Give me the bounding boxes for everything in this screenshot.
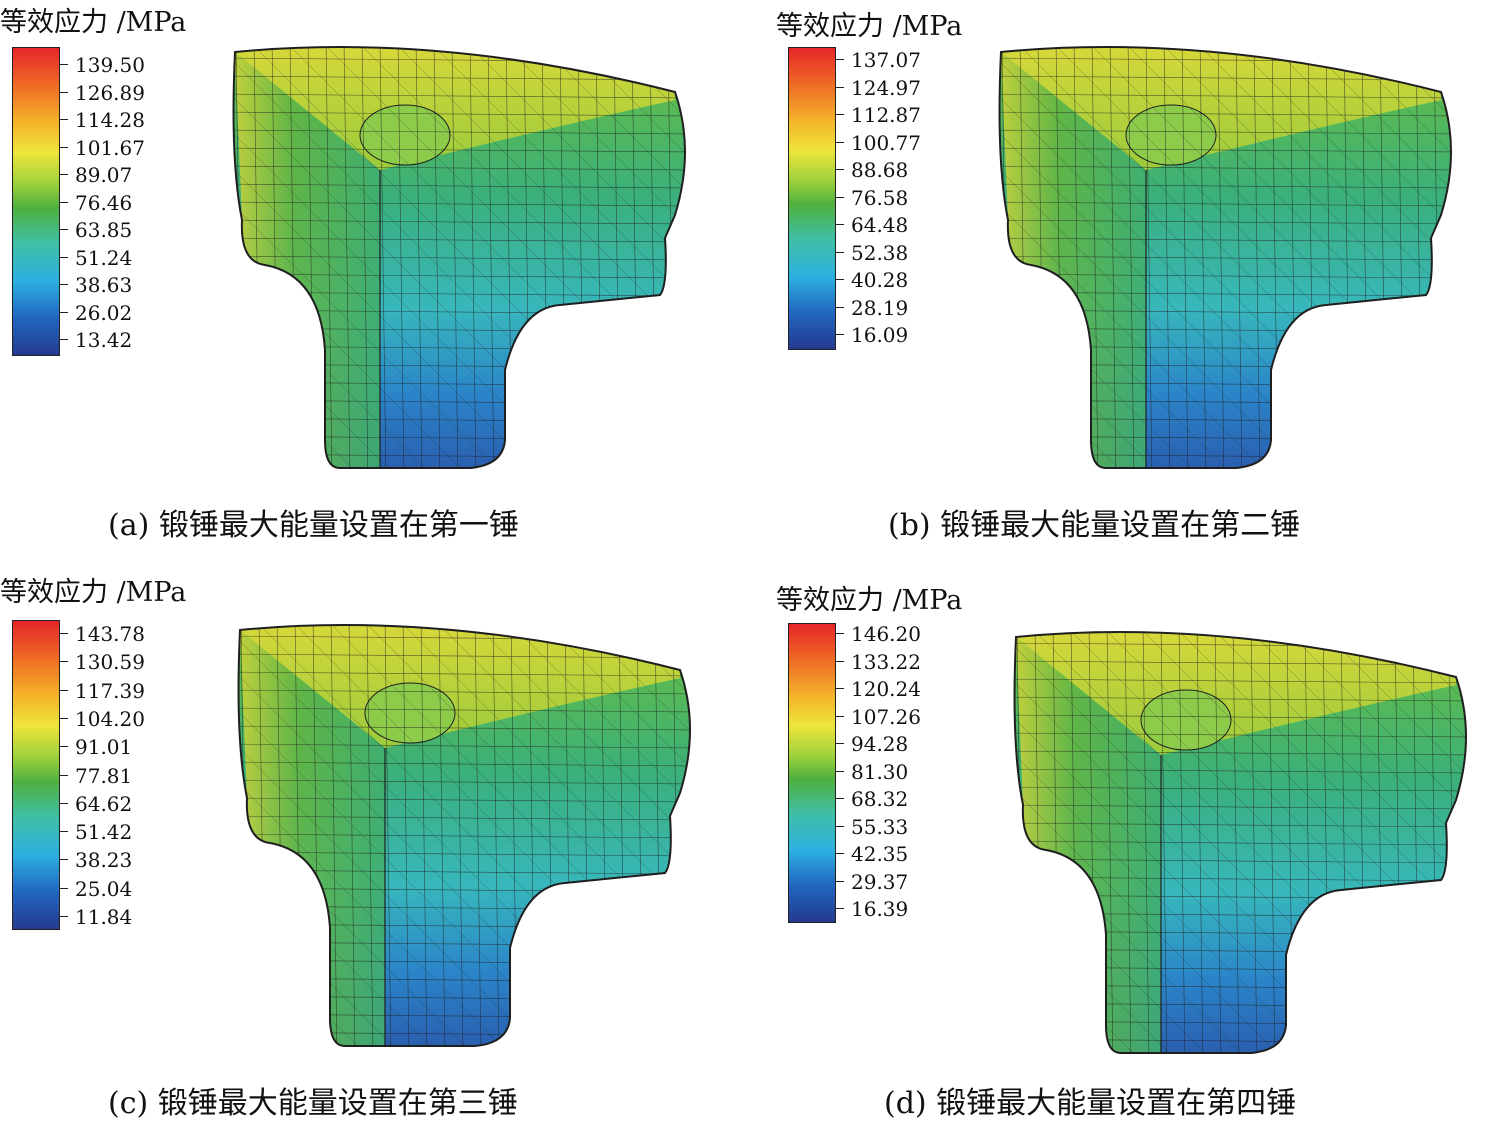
colorbar — [788, 47, 836, 350]
colorbar — [788, 623, 836, 923]
colorbar-tick-label: 25.04 — [59, 876, 133, 901]
specimen-body — [233, 47, 685, 468]
colorbar-tick-label: 42.35 — [835, 842, 909, 866]
colorbar-tick-label: 120.24 — [836, 677, 921, 701]
colorbar-tick-label: 38.23 — [59, 848, 133, 873]
colorbar-tick-label: 55.33 — [835, 814, 909, 839]
legend-title: 等效应力 /MPa — [776, 585, 963, 616]
caption: (d) 锻锤最大能量设置在第四锤 — [884, 1086, 1297, 1121]
colorbar-tick-label: 126.89 — [60, 80, 145, 105]
panel-d: 等效应力 /MPa (d) 锻锤最大能量设置在第四锤 146.20 133.22 1… — [776, 570, 1487, 1130]
colorbar-tick-label: 16.09 — [835, 323, 909, 347]
colorbar-tick-label: 68.32 — [835, 787, 909, 811]
colorbar-tick-label: 13.42 — [59, 328, 133, 352]
colorbar-tick-label: 51.24 — [59, 245, 133, 270]
colorbar-tick-label: 94.28 — [835, 732, 909, 756]
colorbar-tick-label: 11.84 — [59, 905, 133, 929]
panel-c: 等效应力 /MPa (c) 锻锤最大能量设置在第三锤 143.78 130.59 1… — [0, 570, 740, 1130]
caption: (c) 锻锤最大能量设置在第三锤 — [108, 1086, 518, 1121]
colorbar-tick-label: 77.81 — [59, 763, 133, 788]
legend-title: 等效应力 /MPa — [0, 7, 187, 38]
panel-b: 等效应力 /MPa (b) 锻锤最大能量设置在第二锤 137.07 124.97 1… — [776, 0, 1487, 560]
caption: (a) 锻锤最大能量设置在第一锤 — [108, 508, 519, 543]
stress-contour-model — [237, 624, 691, 1047]
colorbar-tick-label: 29.37 — [835, 869, 909, 894]
legend-title: 等效应力 /MPa — [0, 577, 187, 608]
specimen-body — [238, 625, 690, 1046]
legend-title: 等效应力 /MPa — [776, 11, 963, 42]
panel-a: 等效应力 /MPa (a) 锻锤最大能量设置在第一锤 139.50 126.89 1… — [0, 0, 740, 560]
colorbar-tick-label: 51.42 — [59, 820, 133, 845]
colorbar-tick-label: 89.07 — [59, 163, 133, 187]
colorbar-tick-label: 112.87 — [836, 103, 921, 127]
specimen-body — [1014, 632, 1466, 1053]
stress-contour-model — [1013, 631, 1467, 1054]
colorbar-tick-label: 133.22 — [836, 649, 921, 674]
colorbar-tick-label: 143.78 — [60, 622, 145, 646]
colorbar-tick-label: 124.97 — [836, 75, 921, 100]
stress-contour-model — [998, 46, 1452, 469]
colorbar-tick-label: 26.02 — [59, 300, 133, 325]
colorbar-tick-label: 114.28 — [60, 108, 145, 132]
colorbar-tick-label: 137.07 — [836, 48, 921, 72]
colorbar-tick-label: 101.67 — [60, 135, 145, 160]
colorbar-tick-label: 91.01 — [59, 735, 133, 760]
colorbar-tick-label: 64.62 — [59, 791, 133, 816]
colorbar-tick-label: 107.26 — [836, 704, 921, 729]
colorbar-tick-label: 139.50 — [60, 53, 145, 77]
caption: (b) 锻锤最大能量设置在第二锤 — [888, 508, 1301, 543]
colorbar-tick-label: 146.20 — [836, 622, 921, 646]
colorbar-tick-label: 76.46 — [59, 190, 133, 215]
colorbar-tick-label: 88.68 — [835, 158, 909, 182]
colorbar-tick-label: 16.39 — [835, 897, 909, 921]
colorbar-tick-label: 64.48 — [835, 213, 909, 237]
colorbar-tick-label: 40.28 — [835, 268, 909, 292]
colorbar-tick-label: 130.59 — [60, 650, 145, 675]
colorbar — [12, 47, 60, 356]
colorbar-tick-label: 104.20 — [60, 706, 145, 731]
colorbar-tick-label: 76.58 — [835, 185, 909, 210]
colorbar-tick-label: 81.30 — [835, 759, 909, 784]
colorbar-tick-label: 52.38 — [835, 240, 909, 265]
colorbar — [12, 620, 60, 930]
colorbar-tick-label: 117.39 — [60, 678, 145, 703]
colorbar-tick-label: 63.85 — [59, 218, 133, 242]
stress-contour-model — [232, 46, 686, 469]
colorbar-tick-label: 38.63 — [59, 273, 133, 297]
colorbar-tick-label: 100.77 — [836, 130, 921, 155]
specimen-body — [999, 47, 1451, 468]
colorbar-tick-label: 28.19 — [835, 295, 909, 320]
